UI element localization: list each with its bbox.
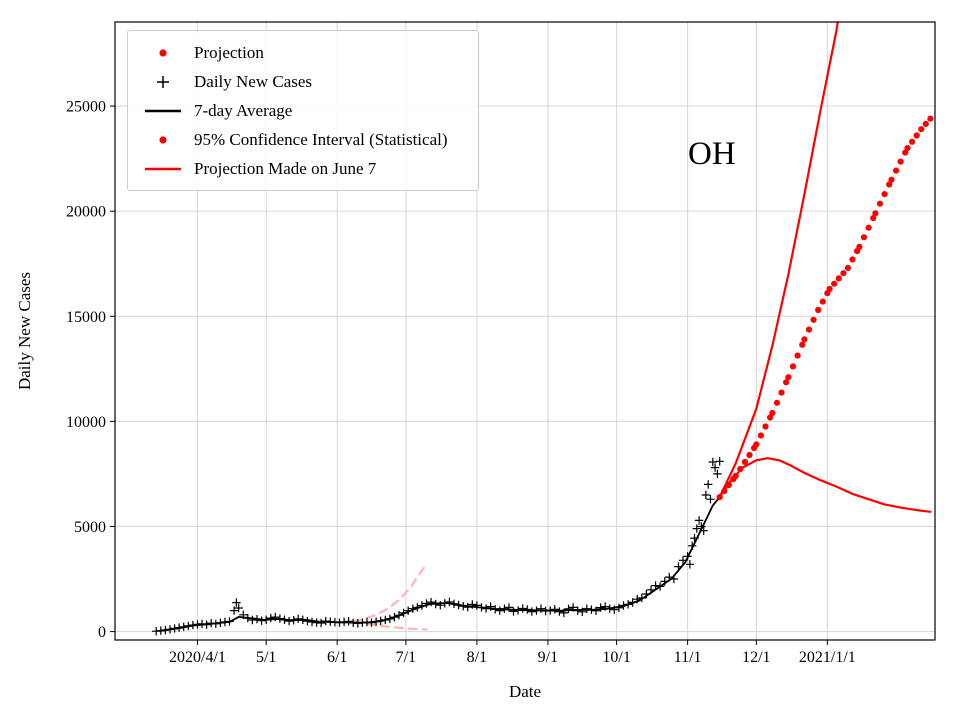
legend-item: Daily New Cases — [132, 67, 448, 96]
series-line — [718, 457, 932, 513]
legend-item-label: 7-day Average — [194, 100, 293, 120]
line-marker-icon — [132, 161, 194, 177]
x-tick-label: 8/1 — [467, 649, 487, 666]
state-annotation: OH — [688, 136, 736, 172]
legend-item: Projection — [132, 38, 448, 67]
x-tick-label: 10/1 — [602, 649, 630, 666]
legend-item: Projection Made on June 7 — [132, 154, 448, 183]
y-axis: 0 5000 10000 15000 20000 25000 — [66, 99, 115, 641]
axes-spines — [114, 21, 936, 641]
series-dashed — [352, 620, 428, 631]
x-tick-label: 2020/4/1 — [169, 649, 226, 666]
legend-item-label: Projection Made on June 7 — [194, 158, 377, 178]
y-tick-label: 10000 — [66, 414, 106, 431]
y-tick-label: 25000 — [66, 99, 106, 116]
dot-marker-icon — [132, 132, 194, 148]
y-tick-label: 15000 — [66, 309, 106, 326]
plus-marker-icon — [132, 74, 194, 90]
x-tick-label: 6/1 — [327, 649, 347, 666]
x-axis: 2020/4/1 5/1 6/1 7/1 8/1 9/1 10/1 11/1 12/1 2021/… — [169, 640, 856, 666]
y-tick-label: 20000 — [66, 204, 106, 221]
y-axis-label: Daily New Cases — [15, 271, 34, 391]
legend-item-label: Projection — [194, 42, 264, 62]
series-line — [159, 496, 721, 632]
legend-item-label: 95% Confidence Interval (Statistical) — [194, 129, 448, 149]
x-tick-label: 11/1 — [674, 649, 702, 666]
y-tick-label: 5000 — [74, 519, 106, 536]
plot-series — [152, 22, 934, 636]
dot-marker-icon — [132, 45, 194, 61]
y-tick-label: 0 — [98, 624, 106, 641]
series-line — [718, 22, 839, 499]
legend: Projection Daily New Cases 7-day Average 95… — [127, 30, 479, 191]
x-tick-label: 7/1 — [396, 649, 416, 666]
legend-item-label: Daily New Cases — [194, 71, 313, 91]
x-tick-label: 2021/1/1 — [799, 649, 856, 666]
series-dots — [716, 115, 934, 501]
x-tick-label: 12/1 — [742, 649, 770, 666]
x-tick-label: 9/1 — [538, 649, 558, 666]
line-marker-icon — [132, 103, 194, 119]
legend-item: 7-day Average — [132, 96, 448, 125]
legend-item: 95% Confidence Interval (Statistical) — [132, 125, 448, 154]
x-tick-label: 5/1 — [256, 649, 276, 666]
x-axis-label: Date — [508, 682, 542, 701]
